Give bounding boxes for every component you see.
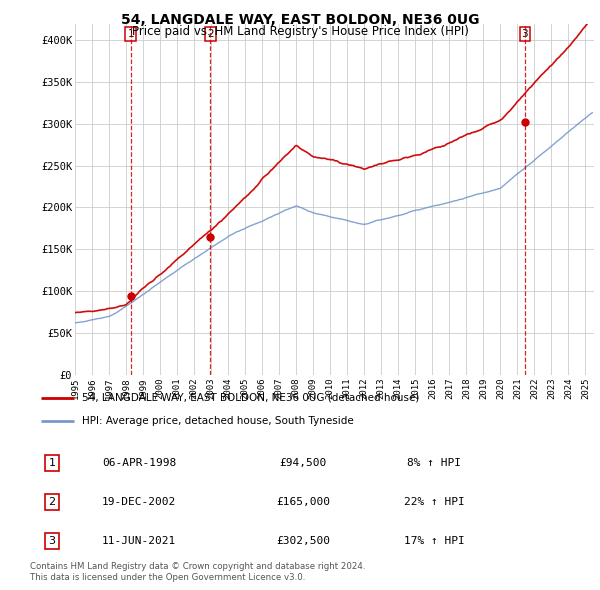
Text: 8% ↑ HPI: 8% ↑ HPI xyxy=(407,458,461,468)
Text: Contains HM Land Registry data © Crown copyright and database right 2024.: Contains HM Land Registry data © Crown c… xyxy=(30,562,365,571)
Text: 22% ↑ HPI: 22% ↑ HPI xyxy=(404,497,464,507)
Text: 54, LANGDALE WAY, EAST BOLDON, NE36 0UG: 54, LANGDALE WAY, EAST BOLDON, NE36 0UG xyxy=(121,13,479,27)
Text: 19-DEC-2002: 19-DEC-2002 xyxy=(102,497,176,507)
Text: 3: 3 xyxy=(521,29,528,38)
Text: 3: 3 xyxy=(49,536,55,546)
Text: 2: 2 xyxy=(48,497,55,507)
Text: This data is licensed under the Open Government Licence v3.0.: This data is licensed under the Open Gov… xyxy=(30,573,305,582)
Text: 54, LANGDALE WAY, EAST BOLDON, NE36 0UG (detached house): 54, LANGDALE WAY, EAST BOLDON, NE36 0UG … xyxy=(82,392,419,402)
Text: 2: 2 xyxy=(207,29,214,38)
Text: 11-JUN-2021: 11-JUN-2021 xyxy=(102,536,176,546)
Text: HPI: Average price, detached house, South Tyneside: HPI: Average price, detached house, Sout… xyxy=(82,415,353,425)
Text: Price paid vs. HM Land Registry's House Price Index (HPI): Price paid vs. HM Land Registry's House … xyxy=(131,25,469,38)
Text: 17% ↑ HPI: 17% ↑ HPI xyxy=(404,536,464,546)
Text: £165,000: £165,000 xyxy=(276,497,330,507)
Text: £94,500: £94,500 xyxy=(280,458,326,468)
Text: 1: 1 xyxy=(127,29,134,38)
Text: 1: 1 xyxy=(49,458,55,468)
Text: 06-APR-1998: 06-APR-1998 xyxy=(102,458,176,468)
Text: £302,500: £302,500 xyxy=(276,536,330,546)
